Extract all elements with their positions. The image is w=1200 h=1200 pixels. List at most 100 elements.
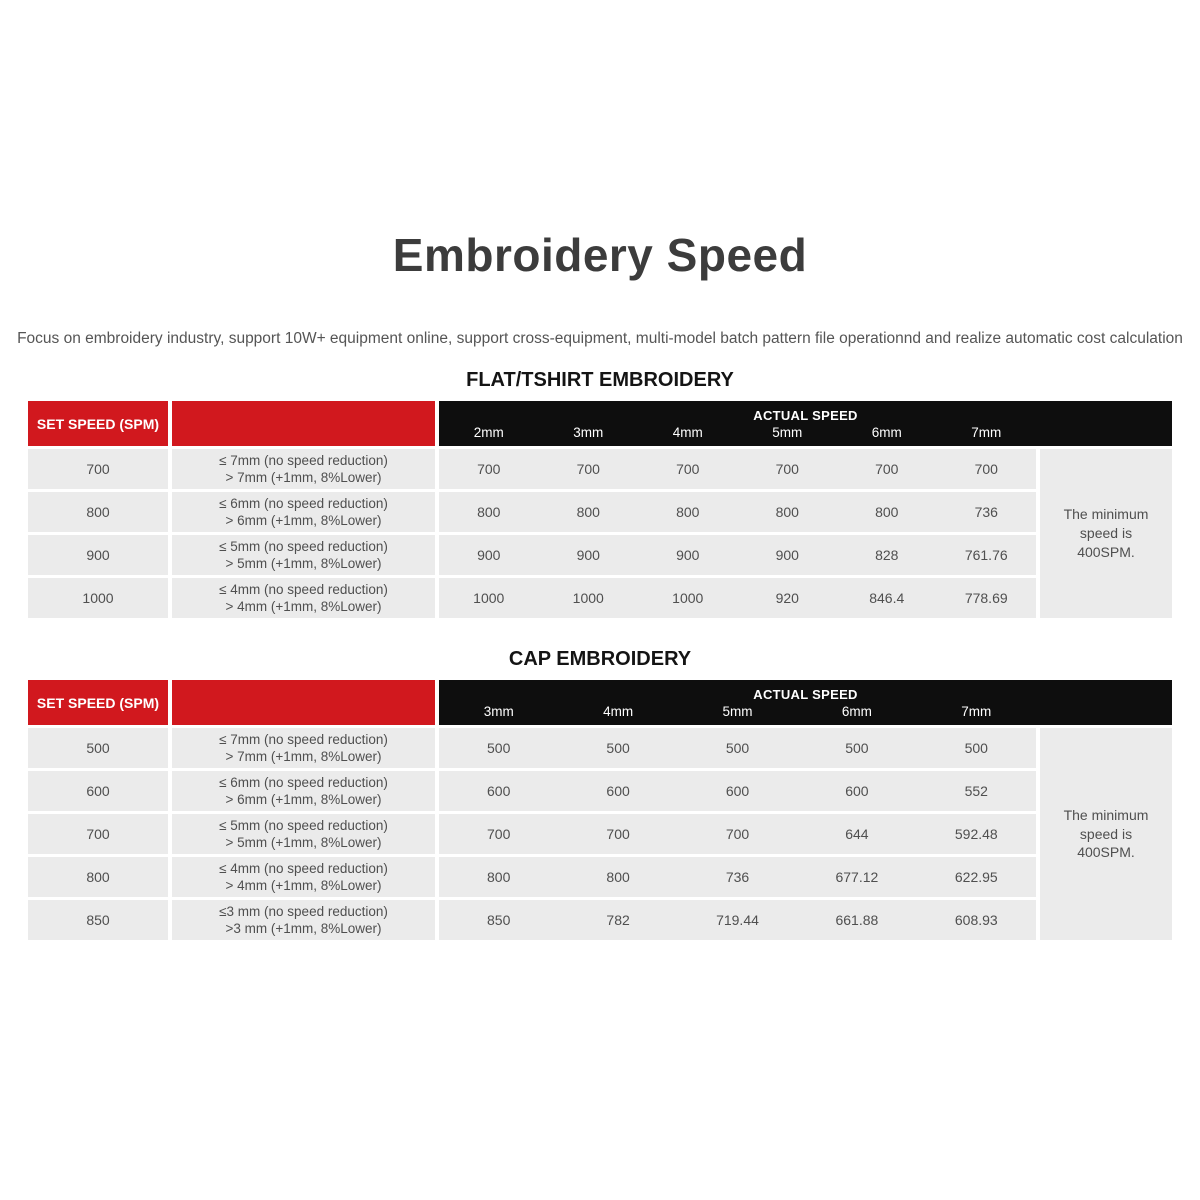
actual-speed-label: ACTUAL SPEED — [753, 408, 858, 423]
speed-values-row: 1000 1000 1000 920 846.4 778.69 — [439, 578, 1036, 618]
speed-value-cell: 850 — [487, 912, 511, 928]
condition-line-2: >3 mm (+1mm, 8%Lower) — [225, 921, 382, 936]
speed-value-cell: 800 — [477, 504, 501, 520]
speed-value-cell: 700 — [775, 461, 799, 477]
speed-value-cell: 600 — [725, 783, 750, 799]
speed-value-cell: 644 — [845, 826, 869, 842]
condition-cell: ≤ 4mm (no speed reduction) > 4mm (+1mm, 8… — [172, 578, 435, 618]
speed-value-cell: 700 — [725, 826, 750, 842]
set-speed-cell: 700 — [28, 449, 168, 489]
speed-value-cell: 900 — [775, 547, 799, 563]
speed-value-cell: 500 — [964, 740, 988, 756]
set-speed-cell: 800 — [28, 857, 168, 897]
speed-values-row: 700 700 700 700 700 700 — [439, 449, 1036, 489]
set-speed-cell: 600 — [28, 771, 168, 811]
mm-column-header: 7mm — [971, 425, 1002, 440]
mm-column-header: 4mm — [603, 704, 634, 719]
speed-value-cell: 782 — [606, 912, 630, 928]
condition-line-1: ≤ 6mm (no speed reduction) — [219, 774, 388, 790]
condition-cell: ≤ 7mm (no speed reduction) > 7mm (+1mm, 8… — [172, 728, 435, 768]
speed-value-cell: 600 — [487, 783, 511, 799]
speed-value-cell: 700 — [875, 461, 899, 477]
condition-line-1: ≤3 mm (no speed reduction) — [219, 903, 388, 919]
condition-line-1: ≤ 5mm (no speed reduction) — [219, 817, 388, 833]
mm-column-headers: 2mm 3mm 4mm 5mm 6mm 7mm — [439, 425, 1036, 440]
speed-value-cell: 592.48 — [954, 826, 998, 842]
condition-line-2: > 7mm (+1mm, 8%Lower) — [225, 749, 382, 764]
mm-column-header: 5mm — [722, 704, 753, 719]
condition-line-2: > 6mm (+1mm, 8%Lower) — [225, 792, 382, 807]
mm-column-header: 7mm — [961, 704, 992, 719]
empty-header-cell — [172, 401, 435, 446]
speed-value-cell: 1000 — [473, 590, 505, 606]
actual-speed-label: ACTUAL SPEED — [753, 687, 858, 702]
speed-value-cell: 600 — [606, 783, 630, 799]
set-speed-cell: 500 — [28, 728, 168, 768]
speed-values-row: 700 700 700 644 592.48 — [439, 814, 1036, 854]
mm-column-header: 6mm — [841, 704, 872, 719]
speed-value-cell: 900 — [477, 547, 501, 563]
speed-value-cell: 719.44 — [716, 912, 759, 928]
condition-cell: ≤ 5mm (no speed reduction) > 5mm (+1mm, 8… — [172, 535, 435, 575]
condition-line-1: ≤ 5mm (no speed reduction) — [219, 538, 388, 554]
condition-line-1: ≤ 4mm (no speed reduction) — [219, 581, 388, 597]
speed-value-cell: 800 — [606, 869, 630, 885]
speed-value-cell: 800 — [875, 504, 899, 520]
set-speed-cell: 1000 — [28, 578, 168, 618]
condition-cell: ≤ 6mm (no speed reduction) > 6mm (+1mm, 8… — [172, 492, 435, 532]
speed-value-cell: 900 — [676, 547, 700, 563]
condition-cell: ≤ 7mm (no speed reduction) > 7mm (+1mm, 8… — [172, 449, 435, 489]
empty-header-cell — [172, 680, 435, 725]
set-speed-cell: 700 — [28, 814, 168, 854]
speed-value-cell: 700 — [606, 826, 630, 842]
speed-values-row: 600 600 600 600 552 — [439, 771, 1036, 811]
condition-line-2: > 5mm (+1mm, 8%Lower) — [225, 835, 382, 850]
speed-value-cell: 736 — [725, 869, 750, 885]
speed-value-cell: 828 — [875, 547, 899, 563]
speed-values-row: 500 500 500 500 500 — [439, 728, 1036, 768]
minimum-speed-note: The minimum speed is 400SPM. — [1040, 728, 1172, 940]
speed-value-cell: 700 — [576, 461, 600, 477]
speed-value-cell: 846.4 — [869, 590, 905, 606]
condition-cell: ≤ 4mm (no speed reduction) > 4mm (+1mm, 8… — [172, 857, 435, 897]
speed-values-row: 800 800 736 677.12 622.95 — [439, 857, 1036, 897]
speed-value-cell: 500 — [845, 740, 869, 756]
condition-cell: ≤3 mm (no speed reduction) >3 mm (+1mm, 8… — [172, 900, 435, 940]
speed-value-cell: 800 — [487, 869, 511, 885]
speed-value-cell: 900 — [576, 547, 600, 563]
mm-column-header: 4mm — [672, 425, 703, 440]
speed-values-row: 800 800 800 800 800 736 — [439, 492, 1036, 532]
speed-value-cell: 800 — [676, 504, 700, 520]
speed-value-cell: 761.76 — [964, 547, 1008, 563]
speed-value-cell: 500 — [487, 740, 511, 756]
mm-column-header: 3mm — [573, 425, 604, 440]
actual-speed-header: ACTUAL SPEED 3mm 4mm 5mm 6mm 7mm — [439, 680, 1172, 725]
speed-value-cell: 661.88 — [835, 912, 879, 928]
speed-value-cell: 700 — [487, 826, 511, 842]
speed-value-cell: 778.69 — [964, 590, 1008, 606]
minimum-speed-note: The minimum speed is 400SPM. — [1040, 449, 1172, 618]
condition-line-1: ≤ 6mm (no speed reduction) — [219, 495, 388, 511]
condition-line-2: > 4mm (+1mm, 8%Lower) — [225, 599, 382, 614]
actual-speed-header: ACTUAL SPEED 2mm 3mm 4mm 5mm 6mm 7mm — [439, 401, 1172, 446]
condition-line-2: > 7mm (+1mm, 8%Lower) — [225, 470, 382, 485]
speed-value-cell: 677.12 — [835, 869, 879, 885]
speed-value-cell: 1000 — [572, 590, 604, 606]
speed-value-cell: 736 — [974, 504, 998, 520]
speed-value-cell: 1000 — [672, 590, 704, 606]
cap-section: CAP EMBROIDERY SET SPEED (SPM) ACTUAL SPE… — [0, 648, 1200, 940]
flat-tshirt-table: SET SPEED (SPM) ACTUAL SPEED 2mm 3mm 4mm 5mm 6… — [28, 401, 1172, 618]
mm-column-header: 3mm — [483, 704, 514, 719]
speed-value-cell: 800 — [775, 504, 799, 520]
page-title: Embroidery Speed — [392, 229, 808, 281]
speed-values-row: 850 782 719.44 661.88 608.93 — [439, 900, 1036, 940]
set-speed-cell: 900 — [28, 535, 168, 575]
speed-value-cell: 500 — [606, 740, 630, 756]
mm-column-header: 2mm — [473, 425, 504, 440]
flat-tshirt-section: FLAT/TSHIRT EMBROIDERY SET SPEED (SPM) AC… — [0, 369, 1200, 618]
mm-column-header: 5mm — [772, 425, 803, 440]
cap-table: SET SPEED (SPM) ACTUAL SPEED 3mm 4mm 5mm 6mm 7… — [28, 680, 1172, 940]
set-speed-header: SET SPEED (SPM) — [28, 401, 168, 446]
speed-value-cell: 552 — [964, 783, 988, 799]
